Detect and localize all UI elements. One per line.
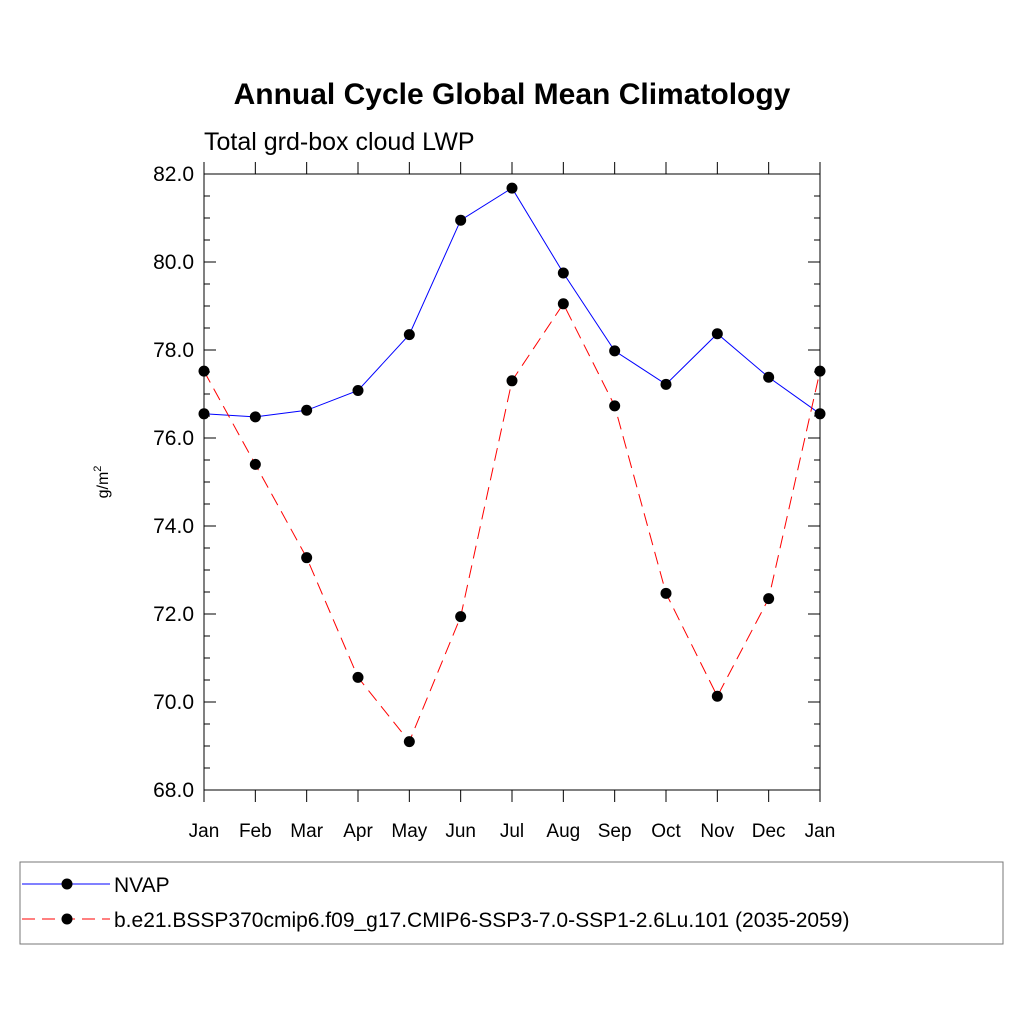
x-tick-label: Jul [500, 821, 524, 842]
series-2-point [403, 736, 415, 748]
legend-label-1: NVAP [114, 874, 170, 897]
series-1-point [352, 384, 364, 396]
x-tick-label: Nov [700, 821, 734, 842]
series-2-point [506, 375, 518, 387]
y-axis-label-base: g/m [95, 472, 112, 499]
y-tick-label: 78.0 [153, 339, 194, 362]
series-1-point [249, 411, 261, 423]
x-tick-label: Feb [239, 821, 272, 842]
series-2-point [660, 587, 672, 599]
legend-label-2: b.e21.BSSP370cmip6.f09_g17.CMIP6-SSP3-7.… [114, 909, 849, 932]
series-2-point [301, 552, 313, 564]
series-1-point [403, 329, 415, 341]
series-2-point [711, 690, 723, 702]
x-tick-label: Oct [651, 821, 681, 842]
legend-box [19, 861, 1004, 945]
y-tick-labels: 68.0 70.0 72.0 74.0 76.0 78.0 80.0 82.0 [153, 163, 194, 802]
x-tick-label: Jun [445, 821, 476, 842]
x-tick-label: Mar [290, 821, 323, 842]
series-1-point [711, 328, 723, 340]
y-tick-label: 76.0 [153, 427, 194, 450]
series-2-point [249, 458, 261, 470]
y-tick-label: 70.0 [153, 691, 194, 714]
chart-subtitle: Total grd-box cloud LWP [204, 128, 475, 156]
series-2-point [352, 671, 364, 683]
x-tick-label: May [391, 821, 427, 842]
series-1-point [609, 345, 621, 357]
legend-marker-2 [61, 913, 73, 925]
y-tick-label: 68.0 [153, 779, 194, 802]
series-1-point [301, 404, 313, 416]
chart-title: Annual Cycle Global Mean Climatology [234, 78, 791, 111]
x-tick-label: Sep [598, 821, 632, 842]
legend: NVAP b.e21.BSSP370cmip6.f09_g17.CMIP6-SSP… [19, 861, 1004, 945]
x-tick-label: Apr [343, 821, 373, 842]
series-2-point [609, 400, 621, 412]
series-1-point [455, 214, 467, 226]
series-1-point [506, 182, 518, 194]
series-layer [198, 182, 826, 748]
y-tick-label: 72.0 [153, 603, 194, 626]
x-tick-labels: Jan Feb Mar Apr May Jun Jul Aug Sep Oct Nov Dec Jan [189, 821, 836, 842]
y-axis-label: g/m2 [92, 466, 112, 499]
series-line-2 [203, 302, 821, 743]
x-tick-label: Dec [752, 821, 786, 842]
legend-marker-1 [61, 878, 73, 890]
y-tick-label: 74.0 [153, 515, 194, 538]
y-axis-label-superscript: 2 [92, 466, 104, 472]
series-2-point [763, 593, 775, 605]
series-1-point [557, 267, 569, 279]
y-tick-label: 80.0 [153, 251, 194, 274]
series-2-point [557, 298, 569, 310]
x-tick-label: Aug [546, 821, 580, 842]
x-tick-label: Jan [805, 821, 836, 842]
axis-ticks [203, 162, 821, 802]
series-1-point [763, 371, 775, 383]
x-tick-label: Jan [189, 821, 220, 842]
series-1-point [660, 378, 672, 390]
y-tick-label: 82.0 [153, 163, 194, 186]
plot-frame [203, 173, 821, 791]
series-2-point [455, 611, 467, 623]
